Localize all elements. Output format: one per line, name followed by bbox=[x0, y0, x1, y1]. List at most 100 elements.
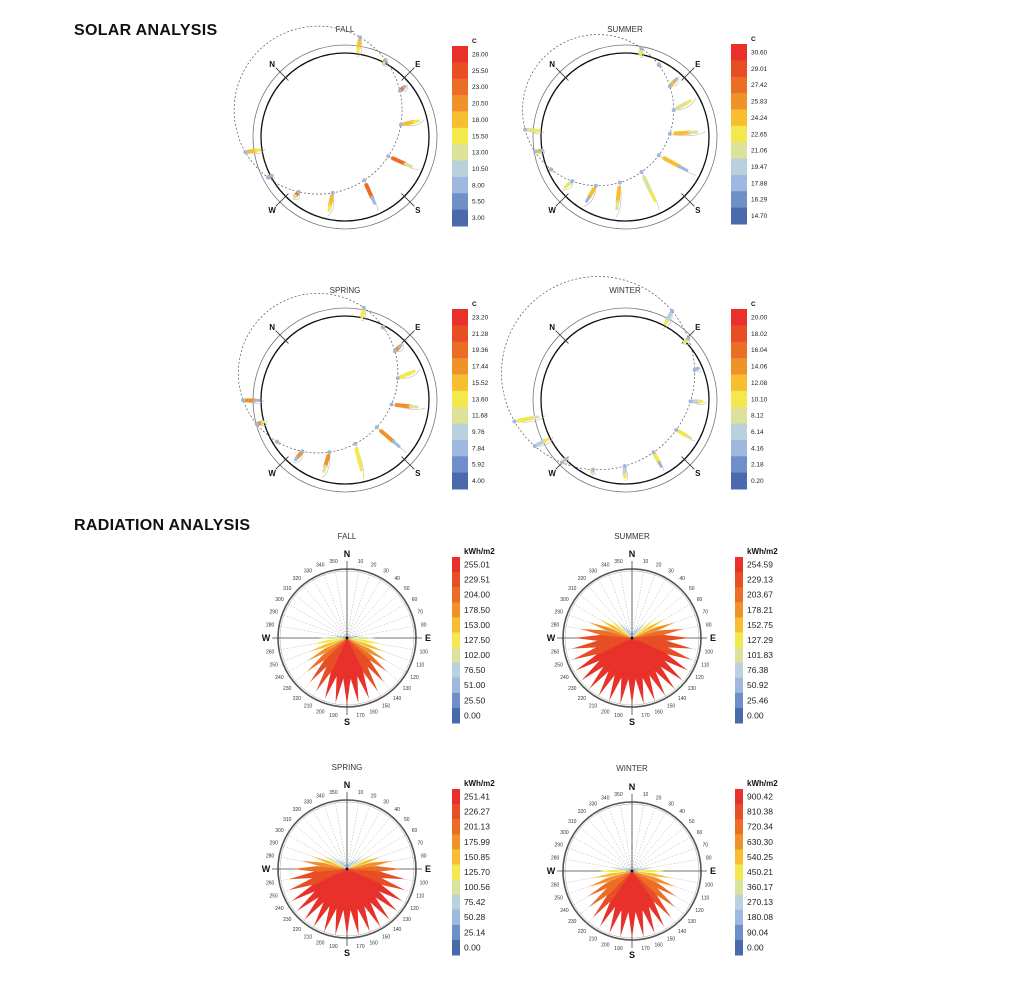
legend-value: 18.02 bbox=[751, 331, 768, 338]
direction-label: 280 bbox=[551, 855, 560, 861]
hour-segment bbox=[403, 162, 413, 169]
hour-marker bbox=[389, 402, 394, 407]
legend-value: 51.00 bbox=[464, 680, 486, 690]
direction-spoke bbox=[279, 625, 348, 639]
legend-swatch bbox=[452, 587, 460, 603]
direction-label: 280 bbox=[266, 622, 275, 628]
radiation-analysis-heading: RADIATION ANALYSIS bbox=[74, 517, 251, 534]
hour-marker bbox=[265, 175, 270, 180]
radiation-petal bbox=[347, 869, 381, 927]
legend-value: 4.16 bbox=[751, 445, 764, 452]
hour-marker bbox=[593, 183, 598, 188]
hour-marker bbox=[656, 153, 661, 158]
hour-segment bbox=[399, 371, 412, 379]
legend-swatch bbox=[731, 472, 747, 490]
legend-swatch bbox=[452, 647, 460, 664]
direction-label: 350 bbox=[614, 792, 623, 798]
hour-marker bbox=[275, 439, 280, 444]
direction-label: 120 bbox=[695, 675, 704, 681]
legend-value: 180.08 bbox=[747, 912, 773, 922]
direction-spoke bbox=[567, 614, 633, 639]
direction-spoke bbox=[631, 806, 656, 872]
hour-marker bbox=[688, 399, 693, 404]
compass-tick bbox=[275, 456, 289, 470]
compass-label-N: N bbox=[549, 323, 555, 332]
direction-spoke bbox=[631, 811, 667, 872]
hour-segment bbox=[682, 339, 687, 344]
radiation-petal bbox=[632, 638, 688, 671]
direction-label: 240 bbox=[275, 675, 284, 681]
legend-swatch bbox=[731, 439, 747, 457]
legend-value: 0.00 bbox=[464, 710, 481, 720]
hour-segment bbox=[563, 183, 569, 189]
legend-value: 9.76 bbox=[472, 429, 485, 436]
direction-label: 100 bbox=[705, 650, 714, 656]
direction-label: 80 bbox=[421, 622, 427, 628]
direction-spoke bbox=[567, 847, 633, 872]
legend-value: 21.28 bbox=[472, 331, 489, 338]
direction-label: 260 bbox=[266, 650, 275, 656]
direction-spoke bbox=[302, 816, 348, 870]
direction-label: 290 bbox=[270, 840, 279, 846]
direction-label: 250 bbox=[555, 663, 564, 669]
radiation-petal bbox=[627, 871, 637, 938]
radiation-petal bbox=[347, 869, 370, 932]
hour-marker bbox=[639, 46, 644, 51]
hour-marker bbox=[674, 427, 679, 432]
radiation-petal bbox=[304, 869, 347, 920]
hour-segment bbox=[358, 461, 363, 472]
legend-value: 28.00 bbox=[472, 51, 489, 58]
direction-label: 240 bbox=[275, 906, 284, 912]
hour-segment bbox=[390, 156, 408, 166]
hour-marker bbox=[549, 167, 554, 172]
legend-swatch bbox=[452, 46, 468, 63]
direction-label: 140 bbox=[393, 927, 402, 933]
legend-swatch bbox=[452, 358, 468, 375]
legend-value: 90.04 bbox=[747, 927, 769, 937]
compass-label-N: N bbox=[269, 323, 275, 332]
direction-label: 210 bbox=[304, 935, 313, 941]
hour-segment bbox=[327, 204, 332, 212]
legend-swatch bbox=[735, 587, 743, 603]
legend-swatch bbox=[452, 804, 460, 820]
legend-swatch bbox=[452, 819, 460, 835]
direction-spoke bbox=[346, 578, 382, 639]
direction-label: 340 bbox=[601, 563, 610, 569]
hour-segment bbox=[649, 191, 657, 203]
legend-swatch bbox=[452, 439, 468, 457]
direction-spoke bbox=[587, 818, 633, 872]
hour-marker bbox=[591, 467, 596, 472]
legend-unit: C bbox=[751, 301, 756, 308]
radiation-petal bbox=[588, 871, 632, 887]
radiation-petal bbox=[316, 638, 347, 692]
direction-spoke bbox=[346, 809, 382, 870]
direction-label: 200 bbox=[601, 942, 610, 948]
legend-value: 27.42 bbox=[751, 82, 768, 89]
radiation-petal bbox=[630, 631, 632, 638]
hour-marker bbox=[639, 170, 644, 175]
legend-swatch bbox=[735, 939, 743, 956]
legend-value: 0.00 bbox=[747, 942, 764, 952]
radiation-petal bbox=[347, 855, 364, 869]
legend-value: 13.00 bbox=[472, 150, 489, 157]
legend-value: 14.06 bbox=[751, 364, 768, 371]
legend-value: 16.04 bbox=[751, 347, 768, 354]
direction-spoke bbox=[631, 818, 677, 872]
legend-swatch bbox=[735, 692, 743, 709]
hour-segment bbox=[673, 130, 692, 136]
direction-spoke bbox=[597, 811, 633, 872]
legend-value: 75.42 bbox=[464, 897, 486, 907]
radiation-petal bbox=[337, 857, 347, 869]
compass-label-W: W bbox=[268, 206, 276, 215]
radiation-petal bbox=[632, 618, 656, 638]
hour-segment bbox=[360, 313, 364, 319]
hour-segment bbox=[254, 148, 262, 152]
radiation-petal bbox=[580, 628, 632, 638]
direction-label: 190 bbox=[614, 713, 623, 719]
hour-marker bbox=[686, 336, 691, 341]
legend-radiation-fall: kWh/m2 255.01 229.51 204.00 178.50 153.00 127.… bbox=[452, 547, 495, 724]
legend-radiation-spring: kWh/m2 251.41 226.27 201.13 175.99 150.85 125.… bbox=[452, 779, 495, 956]
compass-label-S: S bbox=[695, 206, 701, 215]
radiation-petal bbox=[632, 867, 654, 871]
direction-label: 310 bbox=[283, 586, 292, 592]
